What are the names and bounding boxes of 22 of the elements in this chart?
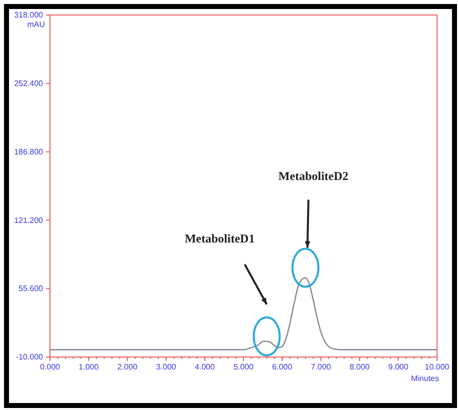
y-tick-label: 186.800 bbox=[14, 147, 44, 156]
annotation: MetaboliteD1 bbox=[184, 231, 255, 246]
x-tick-label: 3.000 bbox=[156, 362, 177, 372]
line-series bbox=[49, 277, 438, 350]
x-tick-label: 6.000 bbox=[272, 362, 293, 372]
y-axis-title: mAU bbox=[27, 20, 46, 29]
x-tick-label: 1.000 bbox=[78, 362, 100, 372]
annotation: MetaboliteD2 bbox=[278, 168, 348, 183]
x-tick-label: 7.000 bbox=[310, 362, 332, 372]
x-axis-title: Minutes bbox=[410, 374, 439, 383]
x-tick-label: 9.000 bbox=[388, 362, 409, 372]
y-tick-label: 318.000 bbox=[14, 10, 44, 20]
x-tick-label: 10.000 bbox=[424, 362, 450, 372]
x-tick-label: 0.000 bbox=[40, 362, 61, 372]
x-tick-label: 4.000 bbox=[194, 362, 216, 372]
y-tick-label: -10.000 bbox=[16, 352, 44, 362]
y-tick-label: 121.200 bbox=[14, 216, 44, 225]
x-tick-label: 8.000 bbox=[350, 362, 370, 372]
x-tick-label: 2.000 bbox=[117, 362, 138, 372]
y-tick-label: 55.600 bbox=[18, 284, 44, 294]
x-tick-label: 5.000 bbox=[233, 362, 254, 372]
y-tick-label: 252.400 bbox=[14, 78, 44, 88]
